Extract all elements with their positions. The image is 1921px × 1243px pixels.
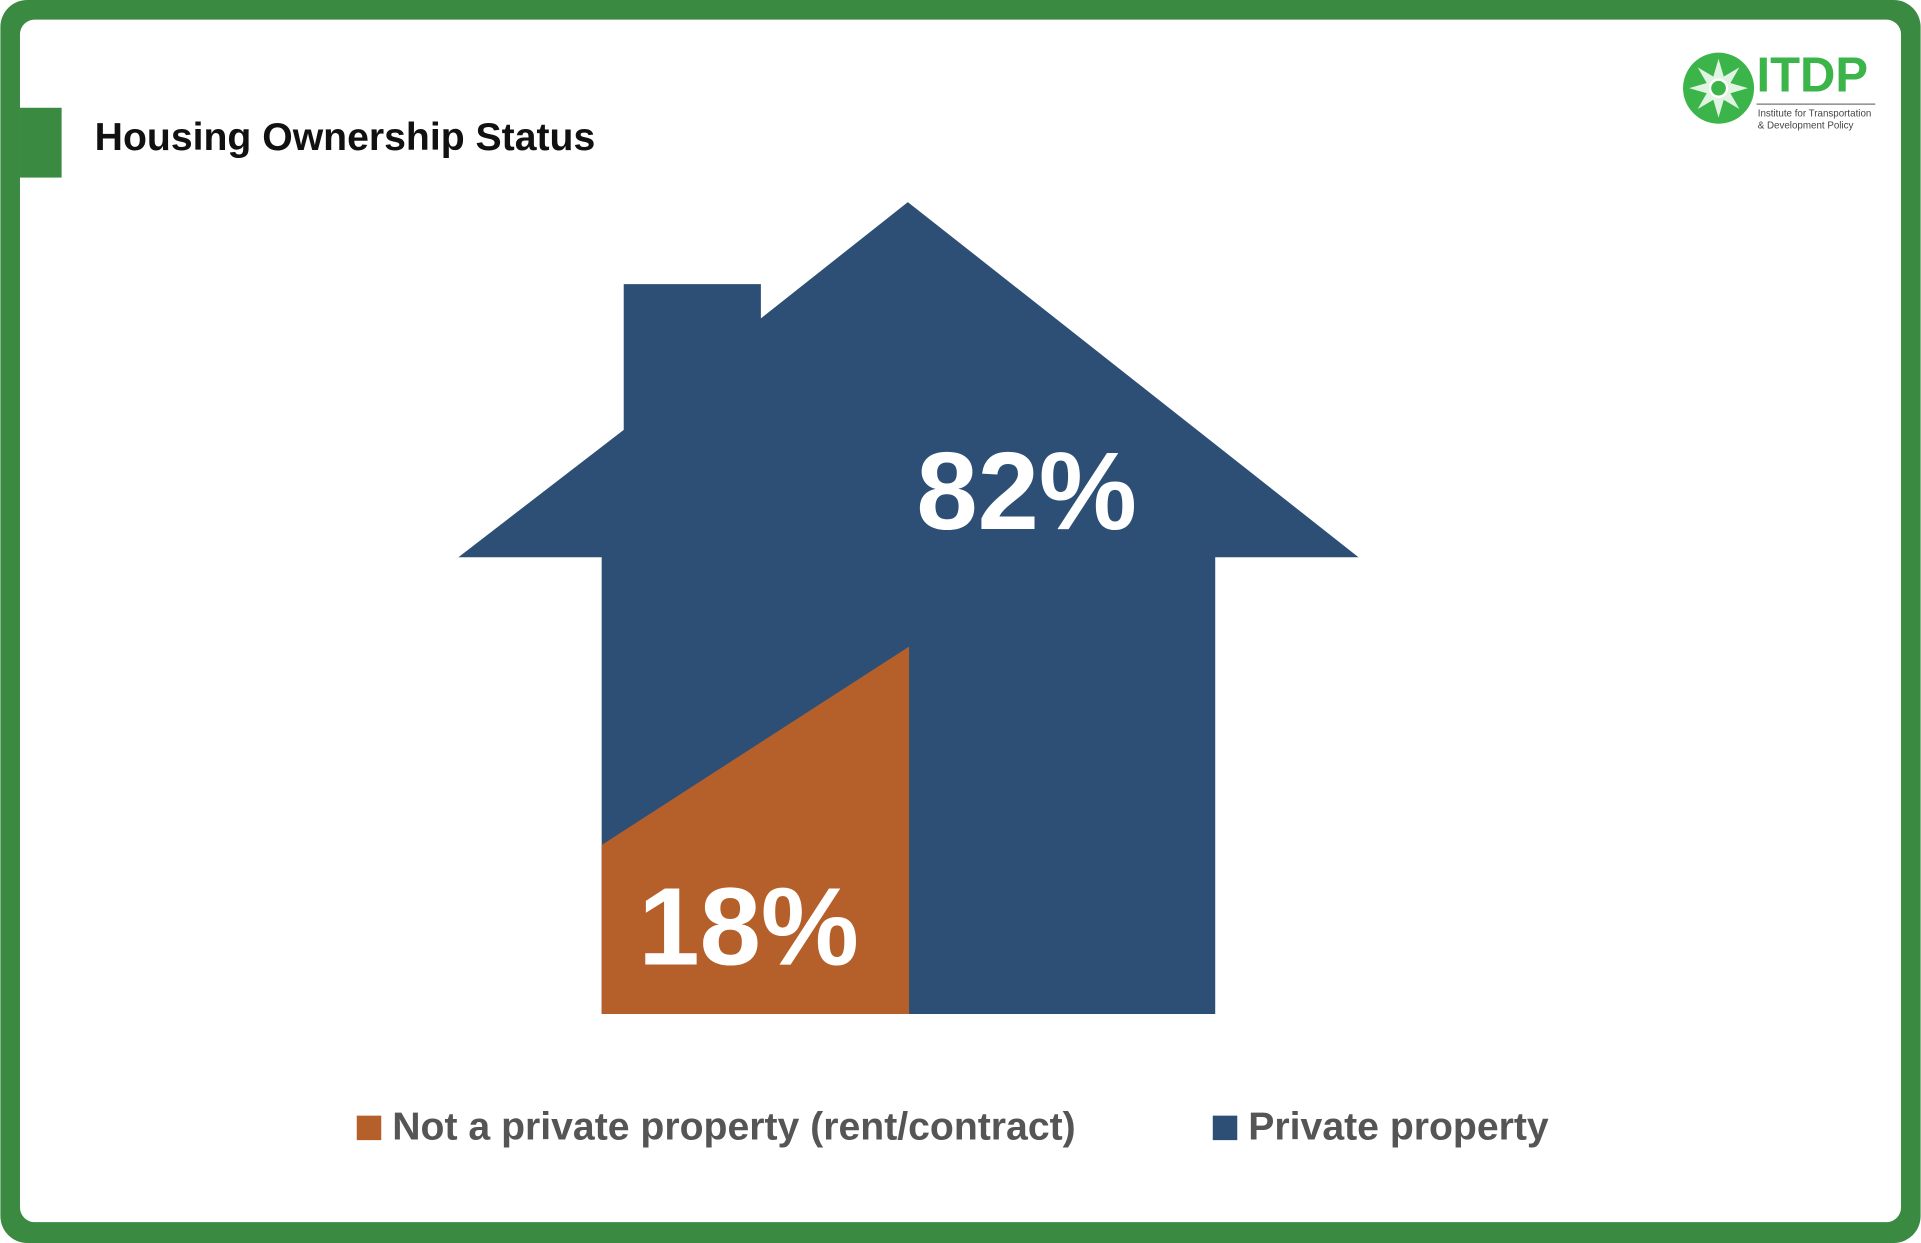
legend-label: Private property	[1248, 1105, 1549, 1148]
legend-label: Not a private property (rent/contract)	[392, 1105, 1075, 1148]
legend-swatch	[1212, 1115, 1238, 1141]
logo-name: ITDP	[1757, 48, 1869, 102]
title-tab	[19, 107, 62, 178]
logo-tagline: & Development Policy	[1758, 121, 1854, 132]
house-share	[601, 646, 910, 1014]
chart-title: Housing Ownership Status	[95, 116, 596, 159]
data-label: 18%	[638, 866, 859, 989]
legend-swatch	[356, 1115, 382, 1141]
data-label: 82%	[916, 430, 1137, 553]
logo-hub	[1708, 78, 1729, 98]
logo-tagline: Institute for Transportation	[1758, 108, 1872, 119]
logo: ITDP Institute for Transportation & Deve…	[1683, 48, 1876, 132]
